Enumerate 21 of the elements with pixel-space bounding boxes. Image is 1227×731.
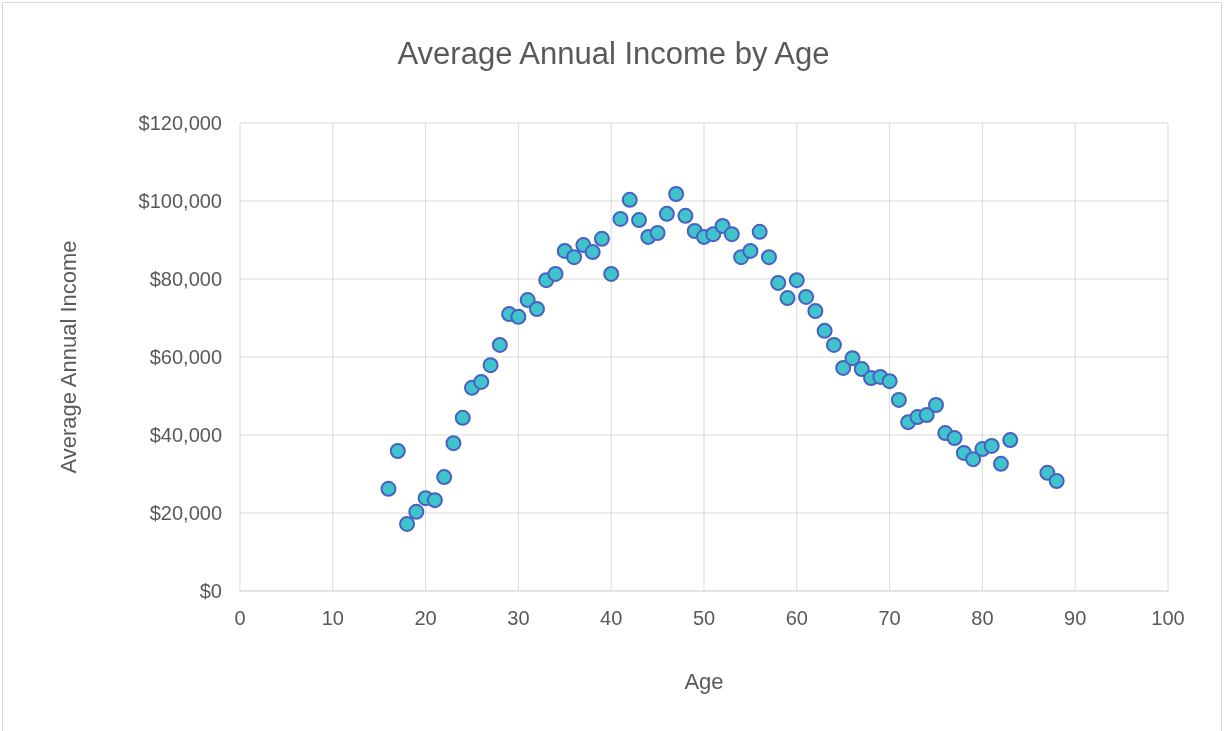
y-tick-label: $40,000 (149, 424, 222, 447)
x-tick-label: 60 (785, 607, 808, 630)
y-axis-title: Average Annual Income (55, 240, 81, 474)
x-tick-label: 10 (321, 607, 344, 630)
x-tick-label: 70 (878, 607, 901, 630)
x-tick-label: 90 (1064, 607, 1087, 630)
chart-title: Average Annual Income by Age (396, 36, 831, 72)
y-tick-label: $80,000 (149, 268, 222, 291)
x-tick-label: 0 (234, 607, 246, 630)
x-tick-label: 50 (692, 607, 716, 630)
x-axis-title: Age (684, 669, 724, 694)
x-tick-label: 100 (1151, 607, 1185, 630)
y-tick-label: $100,000 (138, 190, 222, 213)
y-tick-label: $60,000 (149, 346, 222, 369)
x-tick-label: 80 (971, 607, 994, 630)
x-tick-label: 20 (414, 607, 437, 630)
x-tick-label: 30 (507, 607, 530, 630)
y-tick-label: $0 (199, 580, 222, 603)
y-tick-label: $120,000 (138, 112, 222, 135)
x-tick-label: 40 (600, 607, 623, 630)
y-tick-label: $20,000 (149, 502, 222, 525)
